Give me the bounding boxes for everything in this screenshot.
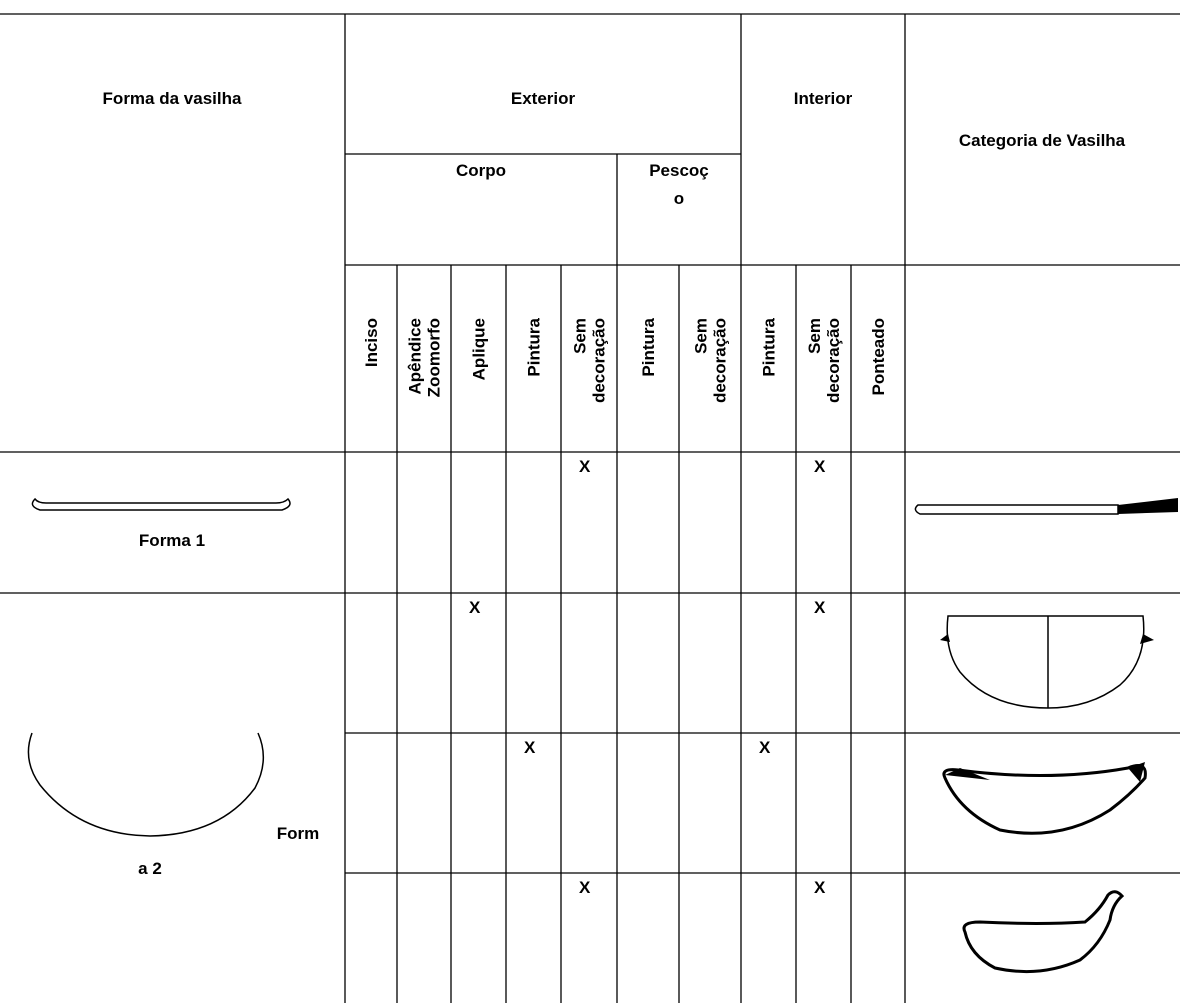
header: Pescoç — [649, 161, 709, 180]
column-header-line: Pintura — [525, 317, 544, 376]
column-header-line: Zoomorfo — [425, 318, 444, 397]
column-header: Pintura — [760, 317, 779, 376]
column-header-line: Apêndice — [406, 318, 425, 395]
column-header: Sem decoração — [692, 318, 730, 403]
header: Corpo — [456, 161, 506, 180]
category-drawing — [1118, 498, 1178, 514]
column-header: Sem decoração — [571, 318, 609, 403]
form-label: Forma 1 — [139, 531, 205, 550]
cell-mark: X — [814, 457, 826, 476]
column-header-line: Inciso — [362, 318, 381, 367]
column-header-line: Pintura — [639, 317, 658, 376]
column-header-line: Aplique — [470, 318, 489, 380]
form-label: a 2 — [138, 859, 162, 878]
header: Interior — [794, 89, 853, 108]
column-header: Aplique — [470, 318, 489, 380]
cell-mark: X — [469, 598, 481, 617]
cell-mark: X — [814, 878, 826, 897]
category-drawing — [914, 504, 1119, 515]
column-header-line: Sem — [692, 318, 711, 354]
header: Forma da vasilha — [103, 89, 242, 108]
column-header-line: Sem — [571, 318, 590, 354]
column-header-line: Sem — [805, 318, 824, 354]
column-header-line: decoração — [824, 318, 843, 403]
column-rules — [396, 265, 852, 1003]
column-header: Sem decoração — [805, 318, 843, 403]
form-drawing — [27, 732, 264, 837]
header: Exterior — [511, 89, 576, 108]
form-label: Form — [277, 824, 320, 843]
category-drawing — [962, 890, 1125, 974]
column-header: Apêndice Zoomorfo — [406, 318, 444, 397]
category-drawing — [940, 634, 1154, 644]
column-header: Ponteado — [869, 318, 888, 395]
header: Categoria de Vasilha — [959, 131, 1126, 150]
column-header-line: Ponteado — [869, 318, 888, 395]
category-drawing — [946, 615, 1145, 709]
column-header-line: decoração — [590, 318, 609, 403]
cell-mark: X — [759, 738, 771, 757]
column-header: Pintura — [525, 317, 544, 376]
cell-mark: X — [579, 457, 591, 476]
form-drawing — [31, 497, 291, 511]
column-header-line: decoração — [711, 318, 730, 403]
cell-mark: X — [814, 598, 826, 617]
column-header: Inciso — [362, 318, 381, 367]
column-header: Pintura — [639, 317, 658, 376]
column-header-line: Pintura — [760, 317, 779, 376]
cell-mark: X — [524, 738, 536, 757]
header: o — [674, 189, 684, 208]
cell-mark: X — [579, 878, 591, 897]
